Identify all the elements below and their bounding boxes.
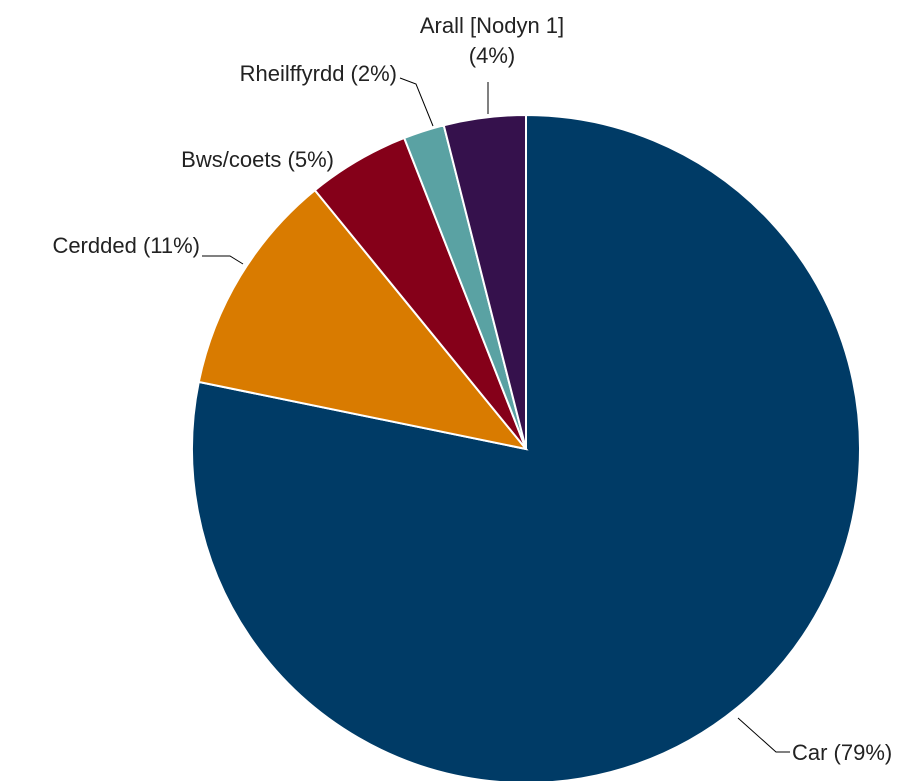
labels-layer: Car (79%) Cerdded (11%) Bws/coets (5%) Rhei… [52, 13, 892, 765]
leader-line [737, 717, 790, 753]
slice-label: Bws/coets (5%) [181, 147, 334, 172]
slice-label: Car (79%) [792, 740, 892, 765]
slices-layer [191, 113, 861, 781]
leader-line [202, 255, 244, 265]
leader-lines-layer [202, 77, 790, 753]
slice-label: (4%) [469, 43, 515, 68]
slice-label: Rheilffyrdd (2%) [240, 61, 397, 86]
leader-line [399, 77, 434, 127]
slice-label: Cerdded (11%) [52, 233, 200, 258]
pie-slice [197, 188, 529, 451]
pie-slice [442, 113, 527, 450]
slice-label: Arall [Nodyn 1] [420, 13, 564, 38]
pie-slice [191, 113, 861, 781]
